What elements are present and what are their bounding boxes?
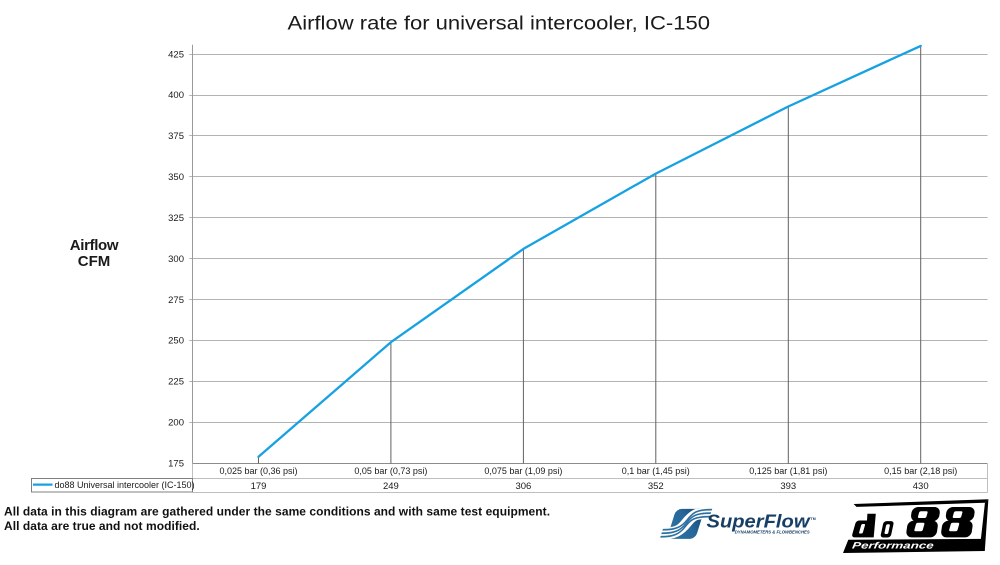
svg-text:0,125 bar (1,81 psi): 0,125 bar (1,81 psi) <box>749 466 827 476</box>
svg-text:375: 375 <box>168 131 184 142</box>
svg-text:DYNAMOMETERS & FLOWBENCHES: DYNAMOMETERS & FLOWBENCHES <box>735 529 810 534</box>
svg-text:225: 225 <box>168 377 184 388</box>
svg-text:275: 275 <box>168 295 184 306</box>
svg-text:325: 325 <box>168 213 184 224</box>
svg-text:400: 400 <box>168 90 184 101</box>
svg-text:425: 425 <box>168 49 184 60</box>
svg-text:175: 175 <box>168 459 184 470</box>
svg-text:SuperFlow: SuperFlow <box>707 512 811 532</box>
svg-text:TM: TM <box>811 517 816 521</box>
svg-text:All data in this diagram are g: All data in this diagram are gathered un… <box>4 505 550 519</box>
svg-text:All data are true and not modi: All data are true and not modified. <box>4 519 200 533</box>
svg-text:0,025 bar (0,36 psi): 0,025 bar (0,36 psi) <box>219 466 297 476</box>
svg-text:200: 200 <box>168 418 184 429</box>
svg-text:250: 250 <box>168 336 184 347</box>
svg-text:350: 350 <box>168 172 184 183</box>
svg-text:352: 352 <box>648 481 664 492</box>
svg-text:Performance: Performance <box>852 541 935 551</box>
svg-text:0,05 bar (0,73 psi): 0,05 bar (0,73 psi) <box>354 466 427 476</box>
svg-text:249: 249 <box>383 481 399 492</box>
svg-text:0,1 bar (1,45 psi): 0,1 bar (1,45 psi) <box>622 466 690 476</box>
svg-text:0,075 bar (1,09 psi): 0,075 bar (1,09 psi) <box>484 466 562 476</box>
svg-text:306: 306 <box>515 481 531 492</box>
svg-text:Airflow rate for universal int: Airflow rate for universal intercooler, … <box>288 13 711 35</box>
svg-text:CFM: CFM <box>78 253 111 270</box>
svg-text:300: 300 <box>168 254 184 265</box>
svg-text:430: 430 <box>913 481 929 492</box>
svg-text:0,15 bar (2,18 psi): 0,15 bar (2,18 psi) <box>884 466 957 476</box>
svg-text:do88 Universal intercooler (IC: do88 Universal intercooler (IC-150) <box>55 480 195 490</box>
svg-text:179: 179 <box>251 481 267 492</box>
svg-text:Airflow: Airflow <box>70 237 119 254</box>
svg-text:393: 393 <box>780 481 796 492</box>
